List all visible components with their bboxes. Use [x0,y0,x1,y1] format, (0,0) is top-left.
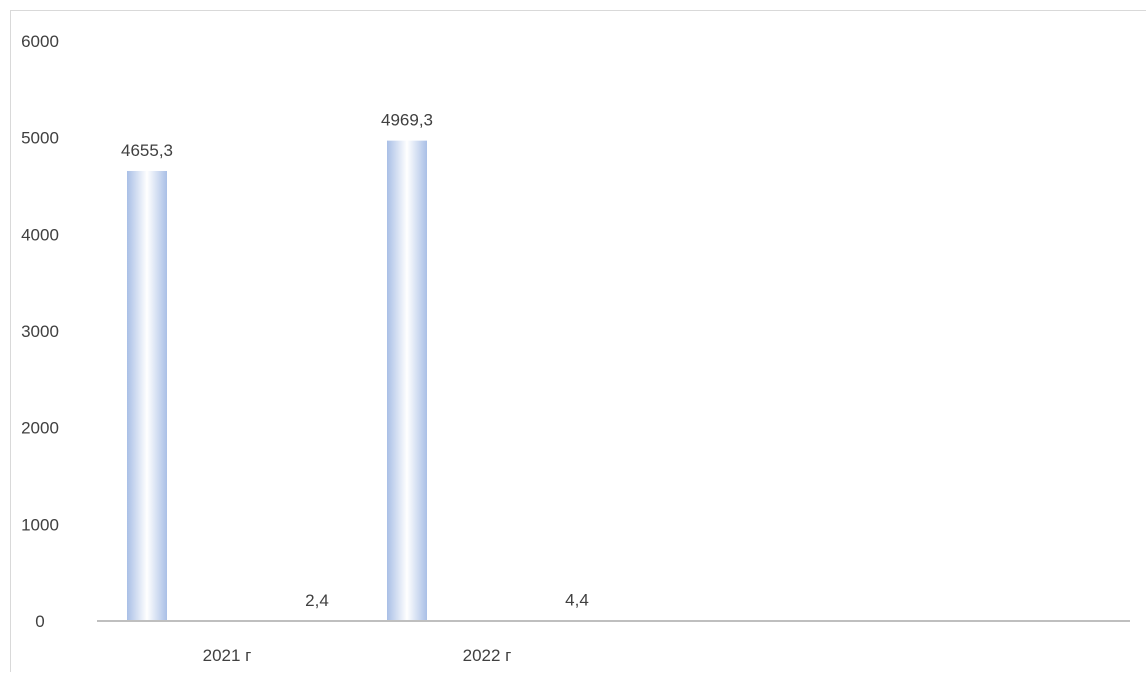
y-tick-label: 1000 [21,515,59,534]
y-tick-label: 6000 [21,32,59,51]
y-tick-label: 0 [35,612,44,631]
chart-frame [10,10,1146,672]
x-tick-label: 2022 г [463,646,512,665]
data-label: 4,4 [565,591,589,610]
y-tick-label: 3000 [21,322,59,341]
bar [127,170,167,621]
x-tick-label: 2021 г [203,646,252,665]
data-label: 2,4 [305,591,329,610]
data-label: 4969,3 [381,111,433,130]
bar [387,140,427,621]
y-tick-label: 5000 [21,129,59,148]
y-tick-label: 2000 [21,419,59,438]
y-tick-label: 4000 [21,225,59,244]
data-label: 4655,3 [121,141,173,160]
